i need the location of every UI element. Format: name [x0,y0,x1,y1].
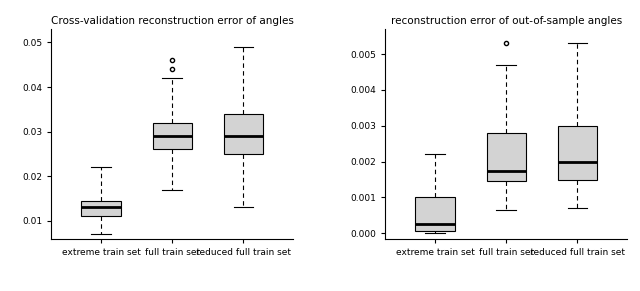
PathPatch shape [486,133,526,181]
PathPatch shape [558,126,597,180]
PathPatch shape [224,114,263,154]
Title: reconstruction error of out-of-sample angles: reconstruction error of out-of-sample an… [390,15,622,26]
Title: Cross-validation reconstruction error of angles: Cross-validation reconstruction error of… [51,15,294,26]
PathPatch shape [152,123,192,150]
PathPatch shape [81,201,120,216]
PathPatch shape [415,197,454,231]
